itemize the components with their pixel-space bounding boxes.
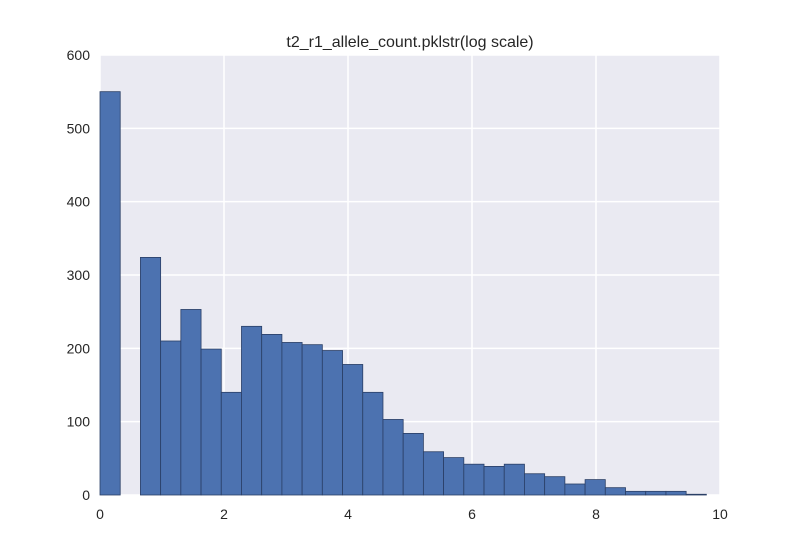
histogram-bar <box>402 432 424 496</box>
histogram-bar <box>342 364 364 496</box>
histogram-bar <box>140 256 162 496</box>
histogram-bar <box>645 490 667 496</box>
histogram-bar <box>443 457 465 496</box>
x-tick-label: 2 <box>220 506 228 522</box>
histogram-bar <box>362 391 384 496</box>
histogram-bar <box>685 493 707 496</box>
y-tick-label: 500 <box>67 120 91 136</box>
y-tick-label: 100 <box>67 414 91 430</box>
histogram-bar <box>544 476 566 496</box>
x-tick-label: 8 <box>592 506 600 522</box>
x-tick-label: 0 <box>96 506 104 522</box>
histogram-bar <box>422 451 445 496</box>
histogram-bar <box>160 340 182 496</box>
histogram-bar <box>301 344 323 496</box>
histogram-bar <box>625 490 647 496</box>
histogram-bar <box>220 391 242 496</box>
histogram-bar <box>200 348 222 496</box>
histogram-bar <box>382 419 404 496</box>
histogram-bar <box>584 479 606 496</box>
y-tick-label: 600 <box>67 47 91 63</box>
histogram-bar <box>180 309 202 496</box>
histogram-bar <box>483 465 505 496</box>
x-axis-ticks: 0 2 4 6 8 10 <box>96 506 728 522</box>
y-tick-label: 0 <box>82 487 90 503</box>
histogram-bar <box>665 490 687 496</box>
histogram-bar <box>321 350 343 496</box>
x-tick-label: 10 <box>712 506 728 522</box>
y-tick-label: 400 <box>67 194 91 210</box>
x-tick-label: 6 <box>468 506 476 522</box>
histogram-bar <box>241 325 263 496</box>
histogram-bar <box>281 342 303 496</box>
histogram-bar <box>99 91 121 496</box>
y-tick-label: 200 <box>67 340 91 356</box>
histogram-bar <box>503 463 525 496</box>
bars <box>99 91 707 496</box>
histogram-bar <box>604 487 626 496</box>
histogram-bar <box>463 463 485 496</box>
y-axis-ticks: 0 100 200 300 400 500 600 <box>67 47 91 503</box>
chart-title: t2_r1_allele_count.pklstr(log scale) <box>286 34 533 51</box>
histogram-bar <box>564 483 586 496</box>
histogram-bar <box>524 473 546 496</box>
x-tick-label: 4 <box>344 506 352 522</box>
y-tick-label: 300 <box>67 267 91 283</box>
histogram-bar <box>261 333 283 496</box>
